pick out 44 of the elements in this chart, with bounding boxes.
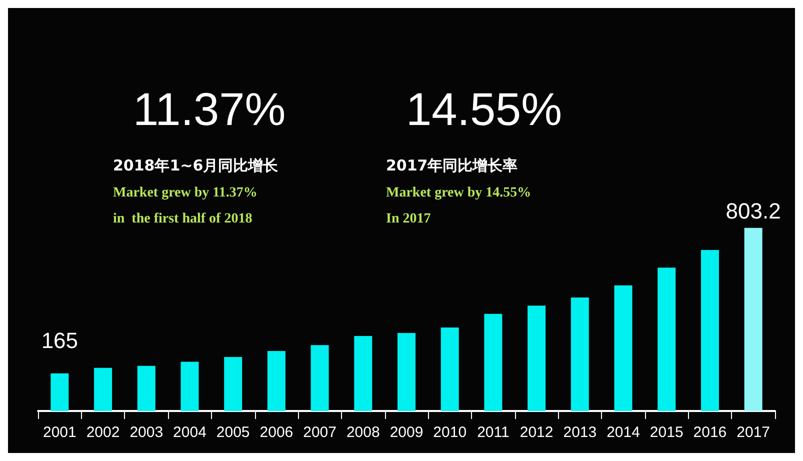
bar (614, 285, 632, 411)
bar (50, 373, 69, 411)
x-tick-label: 2004 (173, 424, 206, 441)
text: 14.55% (406, 83, 562, 135)
text: 2017年同比增长率 (386, 156, 518, 174)
bar (354, 336, 372, 411)
bar (180, 362, 199, 411)
x-tick-label: 2017 (736, 424, 770, 441)
x-tick-label: 2005 (216, 424, 250, 441)
x-tick-label: 2015 (650, 424, 684, 441)
bar (398, 333, 416, 411)
bar (94, 368, 112, 411)
bar (700, 250, 719, 411)
bar (658, 268, 676, 411)
text: 2018年1~6月同比增长 (113, 156, 280, 174)
bar (310, 345, 329, 411)
data-label: 165 (41, 328, 78, 353)
text: Market grew by 14.55% (386, 186, 532, 200)
x-tick-label: 2007 (303, 424, 336, 441)
x-tick-label: 2001 (42, 424, 76, 441)
x-tick-label: 2010 (433, 424, 467, 441)
bar (224, 356, 242, 411)
bar (484, 314, 502, 411)
bar (137, 366, 156, 411)
x-tick-label: 2006 (260, 424, 294, 441)
bar (528, 306, 546, 411)
x-tick-label: 2002 (86, 424, 120, 441)
bar (744, 228, 762, 411)
bar (267, 351, 286, 411)
x-tick-label: 2008 (346, 424, 380, 441)
bar (570, 297, 589, 411)
x-tick-label: 2009 (390, 424, 424, 441)
x-tick-label: 2016 (693, 424, 727, 441)
bar (440, 328, 459, 411)
text: in the first half of 2018 (113, 212, 252, 226)
x-tick-label: 2011 (477, 424, 510, 441)
x-tick-label: 2012 (520, 424, 554, 441)
x-tick-label: 2003 (130, 424, 164, 441)
data-label: 803.2 (726, 198, 781, 224)
text: In 2017 (386, 212, 431, 226)
text: Market grew by 11.37% (113, 186, 258, 200)
x-tick-label: 2014 (606, 424, 640, 441)
text: 11.37% (133, 83, 286, 135)
x-tick-label: 2013 (563, 424, 597, 441)
